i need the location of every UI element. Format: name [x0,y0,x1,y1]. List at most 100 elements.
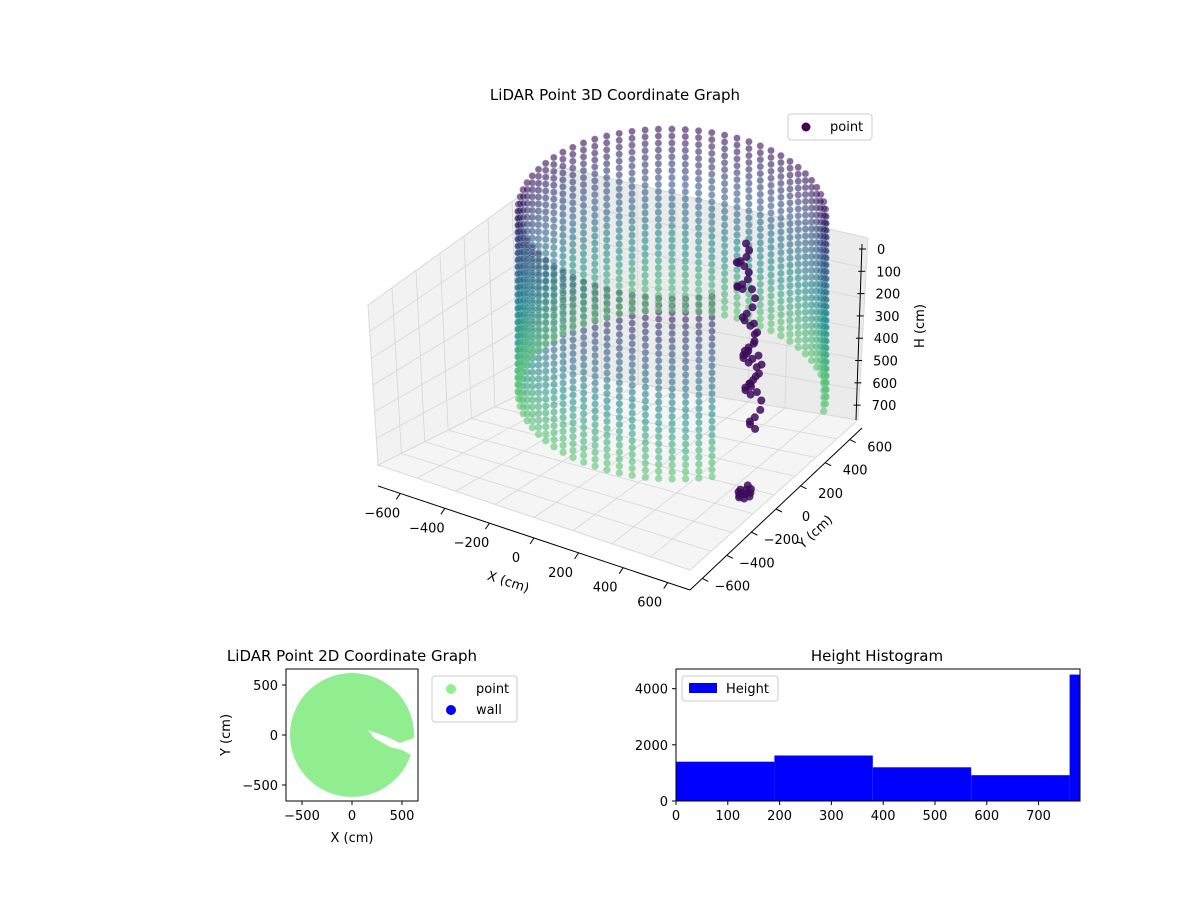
data-point [694,127,703,135]
data-point [550,306,558,314]
data-point [694,175,703,184]
data-point [777,193,785,201]
data-point [542,430,550,438]
data-point [695,467,703,475]
x-tick-label-histogram: 700 [1026,809,1051,824]
data-point [569,384,577,392]
data-point [569,226,577,235]
data-point [579,250,588,258]
data-point [777,304,785,312]
data-point [591,225,599,233]
data-point [720,283,729,292]
data-point [694,168,703,177]
data-point [615,136,623,145]
data-point [733,272,741,281]
data-point [668,153,676,161]
data-point [603,445,611,453]
data-point [794,309,802,317]
data-point [708,403,716,412]
data-point [615,386,624,394]
data-point [542,381,550,389]
data-point [628,127,636,136]
data-point [654,277,663,286]
data-point [628,293,636,302]
data-point [569,426,577,434]
data-point [591,177,599,185]
data-point [559,287,567,295]
data-point [767,326,775,335]
data-point [681,385,690,393]
data-point [654,132,663,140]
data-point [514,395,523,403]
data-point [794,219,802,227]
data-point [767,264,775,272]
data-point [733,162,741,170]
data-point [756,156,764,164]
data-point [559,358,567,366]
data-point [541,201,550,209]
data-point [591,163,599,171]
data-point [654,322,663,330]
data-point [591,156,599,164]
data-point [668,277,676,286]
data-point [668,336,676,345]
data-point [591,441,599,450]
data-point [654,298,663,306]
data-point [602,160,611,168]
data-point [559,293,567,302]
data-point [742,252,751,261]
data-point [654,453,663,462]
data-point [541,277,550,285]
data-point [777,179,785,188]
data-point [708,205,716,213]
data-point [591,386,599,394]
data-point [615,358,624,366]
data-point [668,270,676,279]
data-point [777,152,785,160]
data-point [777,262,785,271]
data-point [777,200,785,208]
data-point [756,405,765,414]
z-tick-label: 500 [873,355,898,370]
data-point [569,157,577,165]
y-tick [775,508,783,513]
data-point [668,173,676,182]
data-point [550,346,558,354]
data-point [579,201,588,210]
data-point [695,377,703,385]
data-point [559,183,567,191]
data-point [579,229,588,237]
data-point [602,208,611,216]
data-point [807,315,816,323]
histogram-bar [971,775,1070,801]
data-point [794,253,802,261]
data-point [615,400,624,408]
data-point [695,370,703,378]
data-point [720,207,729,215]
data-point [733,182,741,191]
data-point [579,305,588,313]
data-point [745,207,753,215]
data-point [559,448,567,456]
data-point [807,287,816,295]
data-point [777,332,785,340]
data-point [708,452,716,460]
data-point [668,180,676,189]
data-point [807,204,816,212]
data-point [559,393,567,401]
data-point [748,303,757,312]
data-point [550,326,558,335]
data-point [694,196,703,204]
data-point [579,277,588,286]
data-point [528,310,536,319]
data-point [559,314,567,323]
data-point [720,193,729,202]
data-point [591,149,599,157]
x-tick [529,537,535,545]
data-point [668,364,676,372]
data-point [807,218,816,226]
data-point [681,343,690,351]
data-point [801,308,810,316]
data-point [550,429,558,437]
data-point [794,329,802,338]
